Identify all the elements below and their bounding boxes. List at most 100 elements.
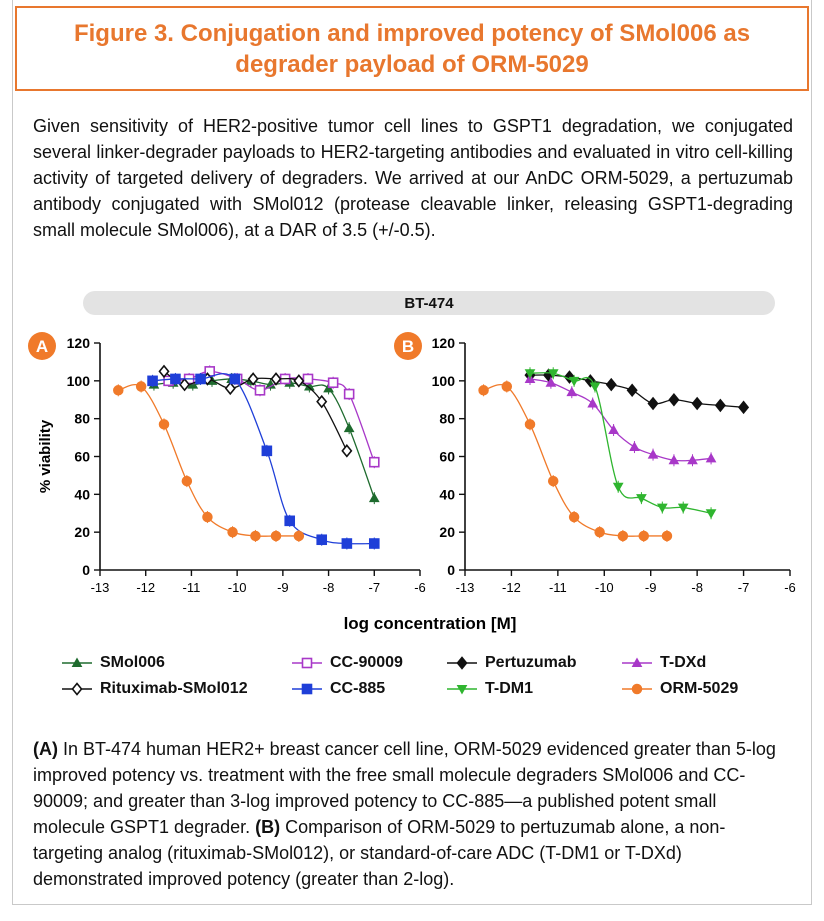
x-tick-label: -8 [323, 580, 335, 595]
y-tick-label: 60 [439, 449, 455, 465]
data-point [647, 396, 659, 411]
legend-marker [447, 656, 477, 670]
y-tick-label: 0 [82, 562, 90, 578]
data-point [341, 444, 353, 458]
caption-a-text: In BT-474 human HER2+ breast cancer cell… [33, 739, 776, 837]
legend-item-cc-885: CC-885 [290, 677, 385, 701]
x-axis-label: log concentration [M] [344, 614, 517, 633]
data-point [617, 530, 629, 542]
data-point [566, 386, 578, 397]
legend-item-t-dxd: T-DXd [620, 651, 706, 675]
panel-badge [394, 332, 422, 360]
data-point [170, 373, 181, 385]
y-tick-label: 100 [67, 373, 91, 389]
x-tick-label: -9 [277, 580, 289, 595]
legend-symbol [71, 682, 83, 696]
legend-label: CC-90009 [330, 654, 403, 671]
series-orm-5029 [113, 380, 305, 542]
fit-curve [529, 378, 712, 462]
data-point [687, 454, 698, 465]
legend-item-orm-5029: ORM-5029 [620, 677, 738, 701]
data-point [587, 398, 599, 408]
data-point [343, 388, 355, 400]
y-tick-label: 40 [439, 486, 455, 502]
data-point [705, 509, 717, 519]
x-tick-label: -9 [645, 580, 657, 595]
data-point [302, 373, 314, 385]
y-tick-label: 100 [432, 373, 456, 389]
data-point [113, 385, 124, 396]
caption-b-label: (B) [255, 817, 281, 837]
data-point [368, 456, 380, 468]
data-point [247, 372, 259, 386]
data-point [478, 385, 489, 396]
data-point [691, 396, 703, 411]
y-tick-label: 20 [74, 524, 90, 540]
legend-marker [62, 682, 92, 696]
data-point [714, 398, 726, 413]
legend-item-pertuzumab: Pertuzumab [445, 651, 577, 675]
data-point [135, 381, 147, 392]
figure-title-box: Figure 3. Conjugation and improved poten… [15, 6, 809, 91]
data-point [202, 511, 213, 523]
x-tick-label: -8 [691, 580, 703, 595]
legend-symbol [456, 656, 468, 670]
data-point [179, 377, 191, 392]
y-tick-label: 20 [439, 524, 455, 540]
x-tick-label: -10 [228, 580, 247, 595]
data-point [547, 475, 559, 487]
series-t-dm1 [524, 367, 717, 520]
data-point [229, 373, 241, 385]
data-point [265, 379, 276, 389]
data-point [227, 526, 238, 538]
x-tick-label: -6 [784, 580, 796, 595]
legend-label: CC-885 [330, 680, 386, 697]
fit-curve [152, 373, 375, 545]
legend-symbol [631, 683, 643, 695]
data-point [677, 503, 689, 514]
data-point [293, 530, 305, 542]
data-point [341, 538, 353, 549]
panel-b: B 0 20 40 60 80 100 120 -13 -12 -11 -10 -9 -8 -7 -6 [394, 332, 796, 595]
data-point [195, 373, 206, 385]
x-tick-label: -7 [738, 580, 750, 595]
data-point [327, 377, 339, 389]
legend-symbol [301, 683, 313, 695]
legend-symbol [456, 685, 468, 695]
cell-line-label: BT-474 [404, 294, 454, 312]
data-point [626, 383, 638, 398]
data-point [343, 422, 355, 433]
caption-a-label: (A) [33, 739, 58, 759]
data-point [638, 530, 649, 542]
cell-line-banner: BT-474 [83, 291, 775, 315]
legend-symbol [631, 657, 643, 667]
data-point [668, 392, 680, 407]
legend-item-t-dm1: T-DM1 [445, 677, 533, 701]
legend-marker [447, 685, 477, 695]
data-point [368, 492, 380, 503]
figure-frame [12, 0, 812, 905]
y-tick-label: 120 [432, 335, 456, 351]
x-tick-label: -12 [502, 580, 521, 595]
dose-response-plots: A 0 20 40 60 80 100 120 -13 -12 -11 -10 -9 -8 -7 -6 % vi… [28, 332, 796, 633]
legend-marker [62, 657, 92, 667]
data-point [568, 511, 580, 523]
y-tick-label: 60 [74, 449, 90, 465]
data-point [501, 381, 513, 392]
data-point [594, 526, 605, 538]
series-t-dxd [524, 372, 717, 467]
series-cc-885 [147, 372, 380, 550]
legend-label: Rituximab-SMol012 [100, 680, 248, 697]
legend-marker [622, 683, 652, 695]
panel-badge-label: A [36, 337, 48, 356]
legend-item-smol006: SMol006 [60, 651, 165, 675]
x-tick-label: -13 [91, 580, 110, 595]
fit-curve [529, 372, 712, 514]
y-tick-label: 0 [447, 562, 455, 578]
legend-label: T-DM1 [485, 680, 533, 697]
series-pertuzumab [524, 368, 750, 415]
intro-paragraph: Given sensitivity of HER2-positive tumor… [33, 116, 793, 240]
legend-item-rituximab-smol012: Rituximab-SMol012 [60, 677, 248, 701]
data-point [284, 515, 296, 527]
y-tick-label: 80 [74, 411, 90, 427]
